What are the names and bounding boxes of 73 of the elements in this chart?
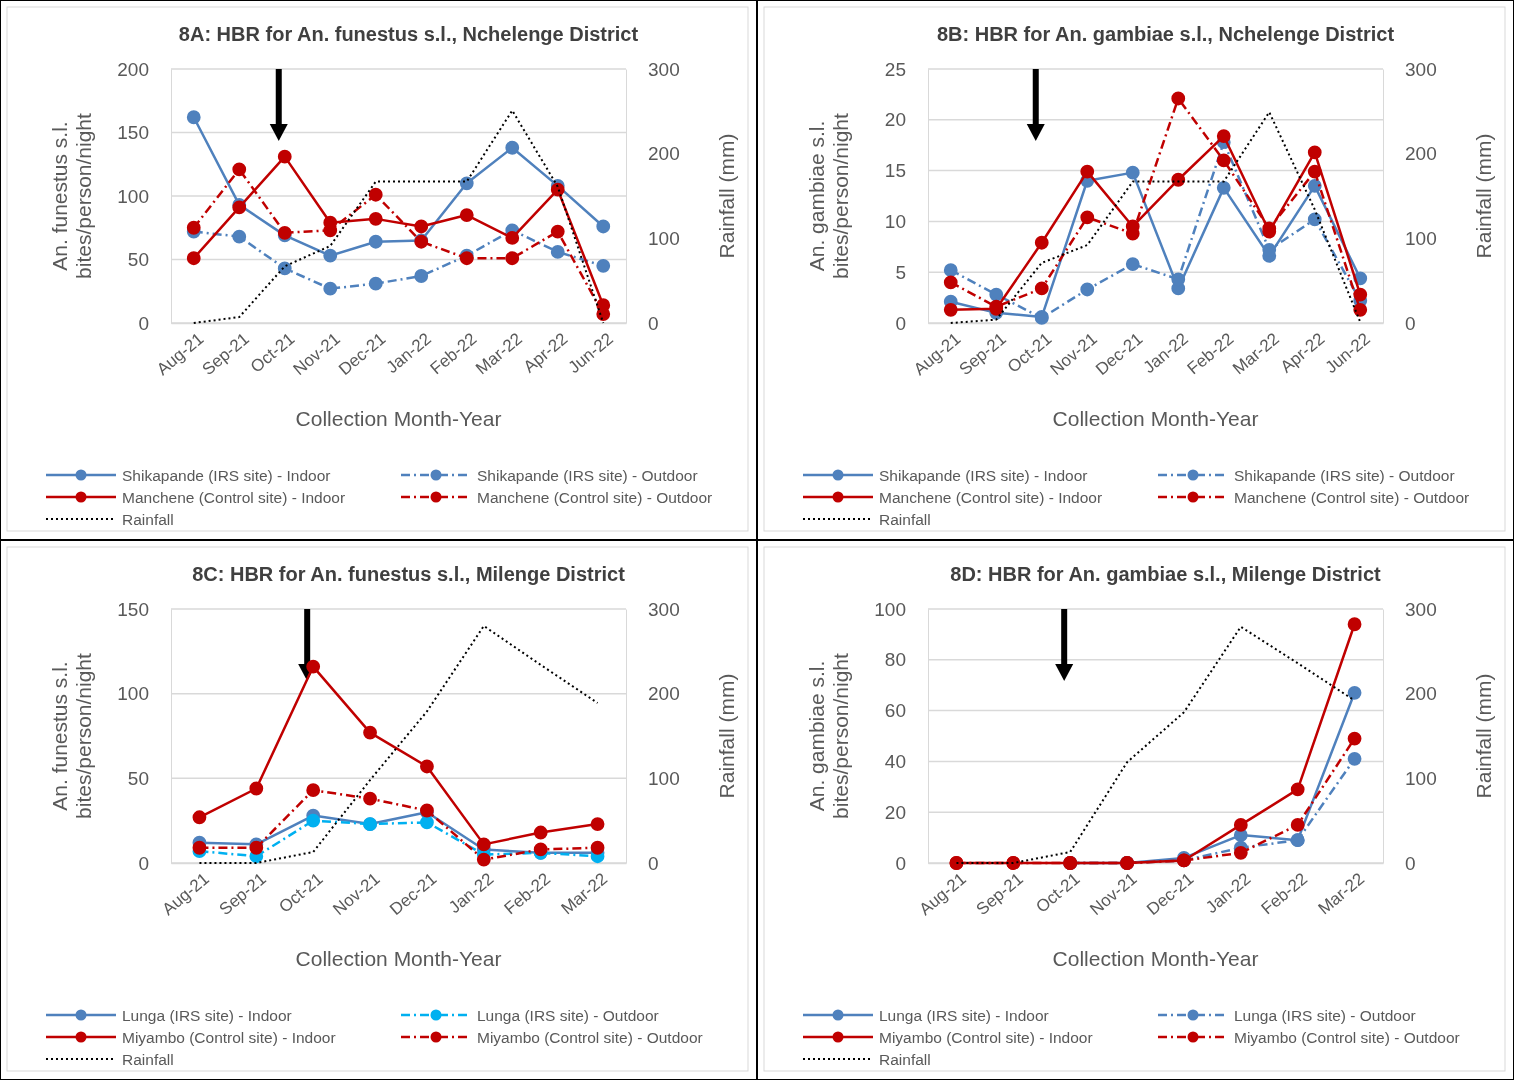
legend-label: Miyambo (Control site) - Outdoor	[477, 1028, 703, 1046]
y-tick-label: 100	[117, 185, 149, 207]
y-tick-label: 200	[117, 58, 149, 80]
y-tick-label: 80	[884, 649, 906, 671]
y2-axis-title: Rainfall (mm)	[715, 673, 738, 799]
legend-label: Miyambo (Control site) - Outdoor	[1234, 1028, 1460, 1046]
legend-label: Lunga (IRS site) - Outdoor	[1234, 1006, 1416, 1024]
y-tick-label: 0	[895, 312, 906, 334]
y2-tick-label: 200	[648, 143, 680, 165]
y-tick-label: 50	[127, 249, 149, 271]
legend-label: Rainfall	[122, 510, 174, 528]
y-tick-label: 100	[874, 598, 906, 620]
y-tick-label: 150	[117, 122, 149, 144]
y2-tick-label: 200	[648, 683, 680, 705]
y2-tick-label: 100	[648, 767, 680, 789]
y2-tick-label: 300	[1405, 598, 1437, 620]
y2-tick-label: 0	[1405, 852, 1416, 874]
legend-label: Manchene (Control site) - Indoor	[122, 488, 346, 506]
x-axis-title: Collection Month-Year	[1052, 407, 1259, 430]
y-tick-label: 20	[884, 801, 906, 823]
y-tick-label: 150	[117, 598, 149, 620]
x-axis-title: Collection Month-Year	[295, 407, 502, 430]
y-tick-label: 40	[884, 750, 906, 772]
y-tick-label: 0	[138, 852, 149, 874]
legend-label: Shikapande (IRS site) - Outdoor	[477, 466, 698, 484]
legend-label: Manchene (Control site) - Outdoor	[477, 488, 713, 506]
x-axis-title: Collection Month-Year	[295, 947, 502, 970]
y2-tick-label: 0	[1405, 312, 1416, 334]
legend-label: Miyambo (Control site) - Indoor	[879, 1028, 1093, 1046]
x-axis-title: Collection Month-Year	[1052, 947, 1259, 970]
y2-tick-label: 300	[648, 58, 680, 80]
y2-axis-title: Rainfall (mm)	[715, 133, 738, 259]
chart-title: 8C: HBR for An. funestus s.l., Milenge District	[192, 563, 626, 585]
y2-axis-title: Rainfall (mm)	[1472, 133, 1495, 259]
legend-label: Lunga (IRS site) - Indoor	[122, 1006, 292, 1024]
legend-label: Shikapande (IRS site) - Indoor	[879, 466, 1088, 484]
chart-title: 8A: HBR for An. funestus s.l., Nchelenge District	[178, 23, 639, 45]
legend-label: Manchene (Control site) - Indoor	[879, 488, 1103, 506]
y2-tick-label: 100	[1405, 227, 1437, 249]
legend-label: Shikapande (IRS site) - Outdoor	[1234, 466, 1455, 484]
y-tick-label: 60	[884, 700, 906, 722]
legend-label: Manchene (Control site) - Outdoor	[1234, 488, 1470, 506]
y-tick-label: 25	[884, 58, 906, 80]
chart-title: 8B: HBR for An. gambiae s.l., Nchelenge District	[936, 23, 1395, 45]
y2-tick-label: 300	[648, 598, 680, 620]
legend-label: Rainfall	[122, 1050, 174, 1068]
y2-tick-label: 0	[648, 312, 659, 334]
chart-title: 8D: HBR for An. gambiae s.l., Milenge District	[950, 563, 1382, 585]
legend-label: Lunga (IRS site) - Indoor	[879, 1006, 1049, 1024]
y-axis-title: An. funestus s.l. bites/person/night	[48, 112, 96, 279]
y-tick-label: 15	[884, 160, 906, 182]
legend-label: Rainfall	[879, 1050, 931, 1068]
y-tick-label: 50	[127, 767, 149, 789]
legend-label: Rainfall	[879, 510, 931, 528]
y-tick-label: 10	[884, 210, 906, 232]
y-axis-title: An. gambiae s.l. bites/person/night	[805, 652, 853, 819]
y-tick-label: 0	[895, 852, 906, 874]
y-tick-label: 20	[884, 109, 906, 131]
y2-tick-label: 200	[1405, 683, 1437, 705]
y-axis-title: An. funestus s.l. bites/person/night	[48, 652, 96, 819]
y2-tick-label: 0	[648, 852, 659, 874]
y-tick-label: 5	[895, 261, 906, 283]
y-axis-title: An. gambiae s.l. bites/person/night	[805, 112, 853, 279]
y-tick-label: 0	[138, 312, 149, 334]
y2-tick-label: 200	[1405, 143, 1437, 165]
legend-label: Miyambo (Control site) - Indoor	[122, 1028, 336, 1046]
y-tick-label: 100	[117, 683, 149, 705]
y2-axis-title: Rainfall (mm)	[1472, 673, 1495, 799]
legend-label: Lunga (IRS site) - Outdoor	[477, 1006, 659, 1024]
y2-tick-label: 100	[648, 227, 680, 249]
y2-tick-label: 300	[1405, 58, 1437, 80]
y2-tick-label: 100	[1405, 767, 1437, 789]
legend-label: Shikapande (IRS site) - Indoor	[122, 466, 331, 484]
